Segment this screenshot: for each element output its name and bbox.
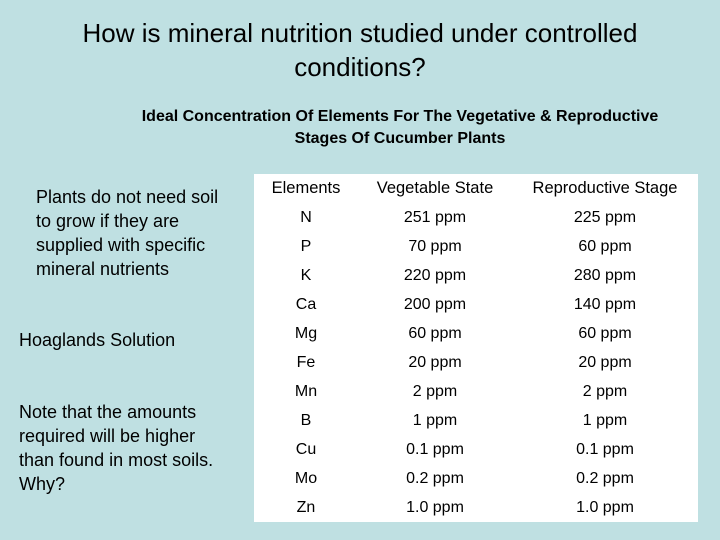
header-reproductive-stage: Reproductive Stage <box>532 179 678 197</box>
side-note-soil: Plants do not need soil to grow if they … <box>36 187 219 279</box>
cell-reproductive-stage: 0.1 ppm <box>576 440 634 458</box>
cell-element: P <box>300 237 312 255</box>
cell-vegetable-state: 1.0 ppm <box>406 498 464 516</box>
cell-reproductive-stage: 140 ppm <box>573 295 637 313</box>
cell-vegetable-state: 20 ppm <box>408 353 462 371</box>
table-caption-line-2: Stages Of Cucumber Plants <box>294 130 506 147</box>
table-row: B 1 ppm 1 ppm <box>254 406 698 435</box>
concentration-table: Elements Vegetable State Reproductive St… <box>254 174 698 522</box>
table-row: Cu 0.1 ppm 0.1 ppm <box>254 435 698 464</box>
table-row: K 220 ppm 280 ppm <box>254 261 698 290</box>
cell-element: Cu <box>295 440 317 458</box>
cell-reproductive-stage: 1 ppm <box>582 411 628 429</box>
cell-reproductive-stage: 60 ppm <box>578 237 632 255</box>
cell-vegetable-state: 251 ppm <box>403 208 467 226</box>
table-row: Fe 20 ppm 20 ppm <box>254 348 698 377</box>
table-row: Mo 0.2 ppm 0.2 ppm <box>254 464 698 493</box>
slide-title-line-2: conditions? <box>294 52 426 82</box>
table-row: P 70 ppm 60 ppm <box>254 232 698 261</box>
cell-vegetable-state: 1 ppm <box>412 411 458 429</box>
table-row: Mg 60 ppm 60 ppm <box>254 319 698 348</box>
cell-element: Fe <box>296 353 316 371</box>
cell-element: Mn <box>294 382 318 400</box>
cell-element: Ca <box>295 295 317 313</box>
cell-vegetable-state: 70 ppm <box>408 237 462 255</box>
cell-element: B <box>300 411 312 429</box>
cell-element: Mg <box>294 324 318 342</box>
cell-reproductive-stage: 60 ppm <box>578 324 632 342</box>
cell-reproductive-stage: 280 ppm <box>573 266 637 284</box>
cell-element: Zn <box>296 498 316 516</box>
cell-element: K <box>300 266 312 284</box>
header-vegetable-state: Vegetable State <box>376 179 494 197</box>
cell-vegetable-state: 0.2 ppm <box>406 469 464 487</box>
cell-reproductive-stage: 0.2 ppm <box>576 469 634 487</box>
table-header-row: Elements Vegetable State Reproductive St… <box>254 174 698 203</box>
table-row: N 251 ppm 225 ppm <box>254 203 698 232</box>
slide-title: How is mineral nutrition studied under c… <box>40 16 680 84</box>
table-row: Ca 200 ppm 140 ppm <box>254 290 698 319</box>
cell-element: N <box>300 208 312 226</box>
cell-reproductive-stage: 225 ppm <box>573 208 637 226</box>
cell-vegetable-state: 60 ppm <box>408 324 462 342</box>
header-elements: Elements <box>271 179 341 197</box>
side-note-hoaglands: Hoaglands Solution <box>19 330 176 350</box>
cell-element: Mo <box>294 469 318 487</box>
cell-reproductive-stage: 20 ppm <box>578 353 632 371</box>
cell-vegetable-state: 0.1 ppm <box>406 440 464 458</box>
table-row: Mn 2 ppm 2 ppm <box>254 377 698 406</box>
table-caption-line-1: Ideal Concentration Of Elements For The … <box>141 108 659 125</box>
slide-title-line-1: How is mineral nutrition studied under c… <box>82 18 638 48</box>
cell-vegetable-state: 220 ppm <box>403 266 467 284</box>
side-note-amounts: Note that the amounts required will be h… <box>19 402 214 494</box>
cell-reproductive-stage: 2 ppm <box>582 382 628 400</box>
cell-vegetable-state: 200 ppm <box>403 295 467 313</box>
cell-vegetable-state: 2 ppm <box>412 382 458 400</box>
table-caption: Ideal Concentration Of Elements For The … <box>100 106 700 150</box>
table-row: Zn 1.0 ppm 1.0 ppm <box>254 493 698 522</box>
cell-reproductive-stage: 1.0 ppm <box>576 498 634 516</box>
